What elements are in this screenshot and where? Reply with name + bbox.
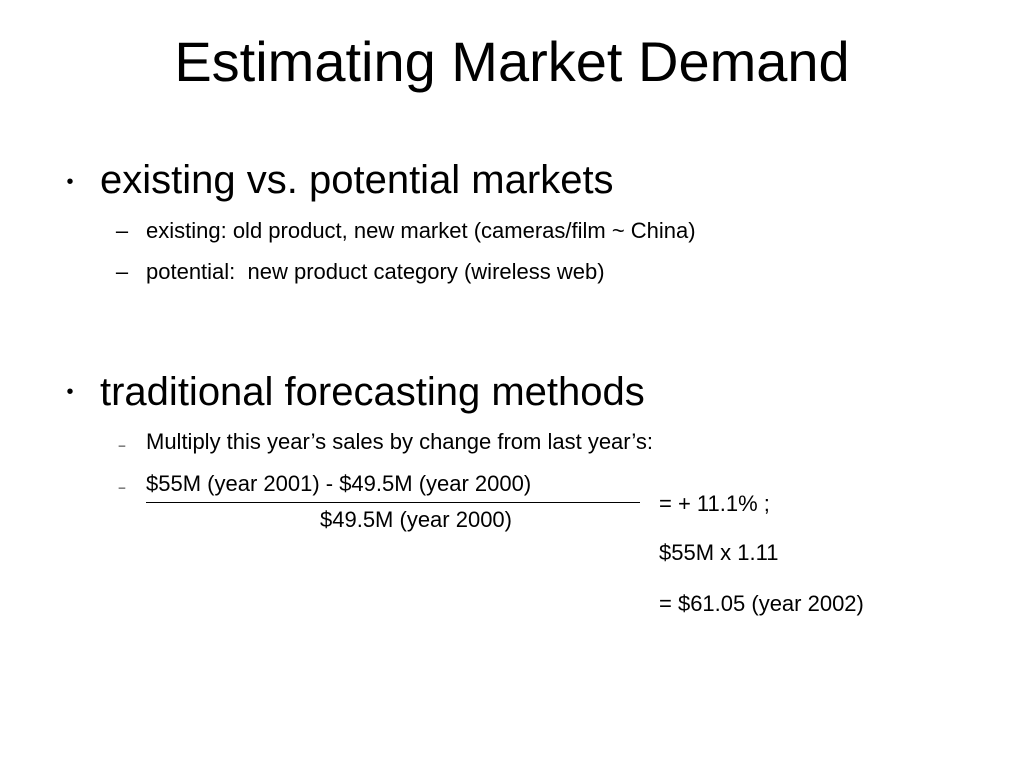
bullet-heading-forecasting-methods: traditional forecasting methods (100, 370, 645, 414)
sub-bullet-existing: existing: old product, new market (camer… (146, 218, 696, 243)
formula-result-percent: = + 11.1% ; (659, 491, 770, 516)
formula-denominator: $49.5M (year 2000) (320, 507, 512, 532)
formula-numerator: $55M (year 2001) - $49.5M (year 2000) (146, 471, 532, 496)
slide-title: Estimating Market Demand (174, 30, 850, 93)
fraction-line (146, 502, 640, 503)
sub-bullet-multiply: Multiply this year’s sales by change fro… (146, 429, 654, 454)
formula-result-forecast: = $61.05 (year 2002) (659, 591, 864, 616)
sub-bullet-potential: potential: new product category (wireles… (146, 259, 605, 284)
bullet-heading-existing-vs-potential: existing vs. potential markets (100, 158, 614, 202)
sub-bullet-marker: – (115, 218, 129, 243)
bullet-marker: • (66, 381, 74, 403)
bullet-marker: • (66, 171, 74, 193)
sub-bullet-marker: – (118, 480, 126, 494)
sub-bullet-marker: – (115, 259, 129, 284)
sub-bullet-marker: – (118, 438, 126, 452)
formula-result-multiplier: $55M x 1.11 (659, 540, 779, 565)
